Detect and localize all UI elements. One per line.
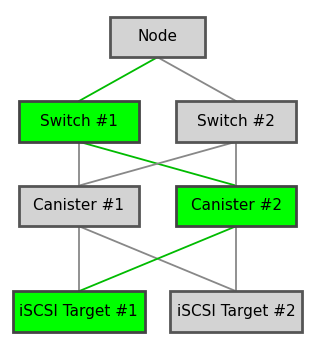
Text: Node: Node — [138, 30, 177, 44]
Text: Canister #2: Canister #2 — [191, 199, 282, 213]
FancyBboxPatch shape — [176, 186, 296, 226]
FancyBboxPatch shape — [19, 186, 139, 226]
Text: iSCSI Target #2: iSCSI Target #2 — [177, 304, 295, 319]
FancyBboxPatch shape — [110, 17, 205, 57]
Text: Switch #1: Switch #1 — [40, 114, 118, 129]
Text: Switch #2: Switch #2 — [197, 114, 275, 129]
Text: iSCSI Target #1: iSCSI Target #1 — [20, 304, 138, 319]
FancyBboxPatch shape — [176, 101, 296, 142]
FancyBboxPatch shape — [13, 291, 145, 332]
Text: Canister #1: Canister #1 — [33, 199, 124, 213]
FancyBboxPatch shape — [19, 101, 139, 142]
FancyBboxPatch shape — [170, 291, 302, 332]
